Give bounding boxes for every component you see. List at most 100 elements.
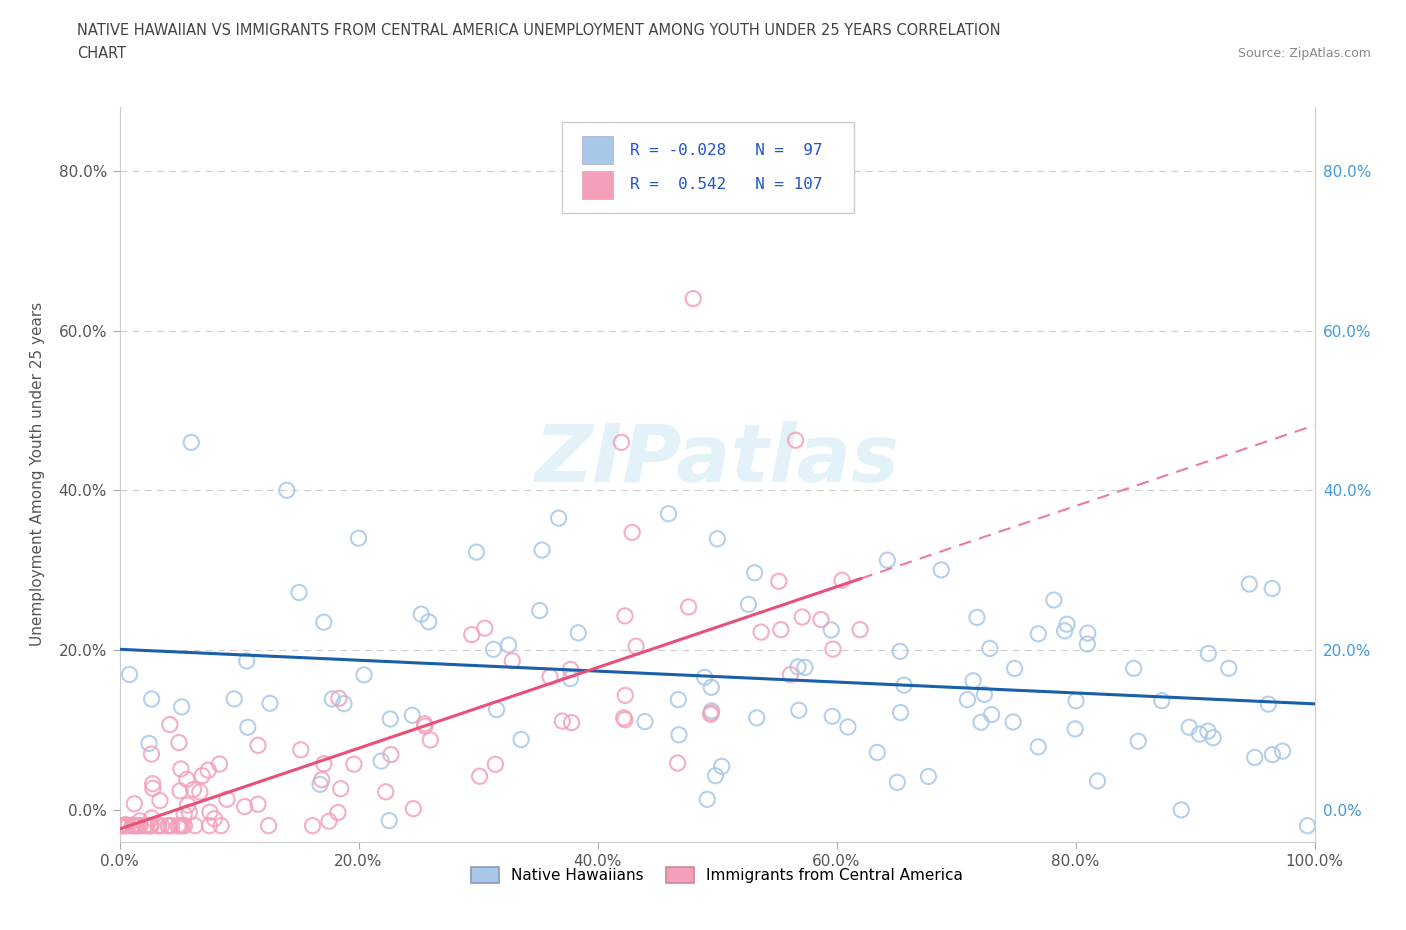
Point xyxy=(209,818,232,833)
Point xyxy=(135,818,157,833)
Point xyxy=(117,818,139,833)
FancyBboxPatch shape xyxy=(582,171,613,199)
Point xyxy=(956,692,979,707)
Point xyxy=(787,703,810,718)
Point xyxy=(666,692,689,707)
Point xyxy=(347,531,370,546)
Point xyxy=(1076,637,1098,652)
Point xyxy=(749,625,772,640)
Point xyxy=(134,818,156,833)
Point xyxy=(343,757,366,772)
Point xyxy=(413,716,436,731)
Point xyxy=(333,697,356,711)
Point xyxy=(1064,722,1087,737)
Point xyxy=(301,818,323,833)
Point xyxy=(401,708,423,723)
Point xyxy=(312,615,335,630)
Point xyxy=(614,608,637,623)
Point xyxy=(121,818,143,833)
Point xyxy=(1178,720,1201,735)
Point xyxy=(419,733,441,748)
Point xyxy=(706,531,728,546)
Point xyxy=(160,818,183,833)
Point xyxy=(413,719,436,734)
Point xyxy=(970,715,993,730)
Point xyxy=(224,692,246,707)
Point xyxy=(198,818,221,833)
FancyBboxPatch shape xyxy=(582,137,613,165)
Point xyxy=(561,715,583,730)
Point xyxy=(309,777,332,791)
Point xyxy=(118,667,141,682)
Point xyxy=(1002,714,1025,729)
Point xyxy=(110,818,132,833)
Point xyxy=(678,600,700,615)
Y-axis label: Unemployment Among Youth under 25 years: Unemployment Among Youth under 25 years xyxy=(30,302,45,646)
Point xyxy=(173,818,195,833)
Point xyxy=(124,818,146,833)
Legend: Native Hawaiians, Immigrants from Central America: Native Hawaiians, Immigrants from Centra… xyxy=(465,861,969,889)
Point xyxy=(124,796,146,811)
Point xyxy=(979,641,1001,656)
Point xyxy=(176,798,198,813)
Point xyxy=(321,692,343,707)
Point xyxy=(696,792,718,807)
Point xyxy=(966,610,988,625)
Point xyxy=(917,769,939,784)
Point xyxy=(127,818,149,833)
Point xyxy=(710,759,733,774)
Point xyxy=(794,660,817,675)
Point xyxy=(929,563,952,578)
Point xyxy=(141,692,163,707)
Point xyxy=(893,678,915,693)
Point xyxy=(531,542,554,557)
Point xyxy=(149,793,172,808)
Text: Source: ZipAtlas.com: Source: ZipAtlas.com xyxy=(1237,46,1371,60)
Point xyxy=(666,755,689,770)
Point xyxy=(170,762,193,777)
Point xyxy=(890,705,912,720)
Point xyxy=(180,435,202,450)
Point xyxy=(1053,623,1076,638)
Point xyxy=(138,736,160,751)
Point xyxy=(329,781,352,796)
Point xyxy=(139,818,162,833)
Point xyxy=(378,813,401,828)
FancyBboxPatch shape xyxy=(562,122,855,214)
Point xyxy=(1087,774,1109,789)
Point xyxy=(1218,661,1240,676)
Point xyxy=(246,797,269,812)
Point xyxy=(551,713,574,728)
Point xyxy=(111,818,134,833)
Point xyxy=(849,622,872,637)
Point xyxy=(170,818,193,833)
Point xyxy=(173,806,195,821)
Point xyxy=(312,756,335,771)
Point xyxy=(115,818,138,833)
Point xyxy=(1197,724,1219,738)
Text: R = -0.028   N =  97: R = -0.028 N = 97 xyxy=(630,143,823,158)
Point xyxy=(215,791,238,806)
Point xyxy=(866,745,889,760)
Point xyxy=(318,814,340,829)
Point xyxy=(157,818,180,833)
Point xyxy=(127,818,149,833)
Point xyxy=(169,818,191,833)
Point xyxy=(370,753,392,768)
Point xyxy=(167,818,190,833)
Point xyxy=(129,814,152,829)
Point xyxy=(831,573,853,588)
Point xyxy=(538,670,561,684)
Point xyxy=(876,552,898,567)
Text: ZIPatlas: ZIPatlas xyxy=(534,420,900,498)
Point xyxy=(1261,747,1284,762)
Point xyxy=(141,811,163,826)
Point xyxy=(560,662,582,677)
Point xyxy=(247,737,270,752)
Point xyxy=(236,720,259,735)
Point xyxy=(779,667,801,682)
Point xyxy=(484,757,506,772)
Point xyxy=(792,609,814,624)
Point xyxy=(326,805,349,820)
Point xyxy=(146,818,169,833)
